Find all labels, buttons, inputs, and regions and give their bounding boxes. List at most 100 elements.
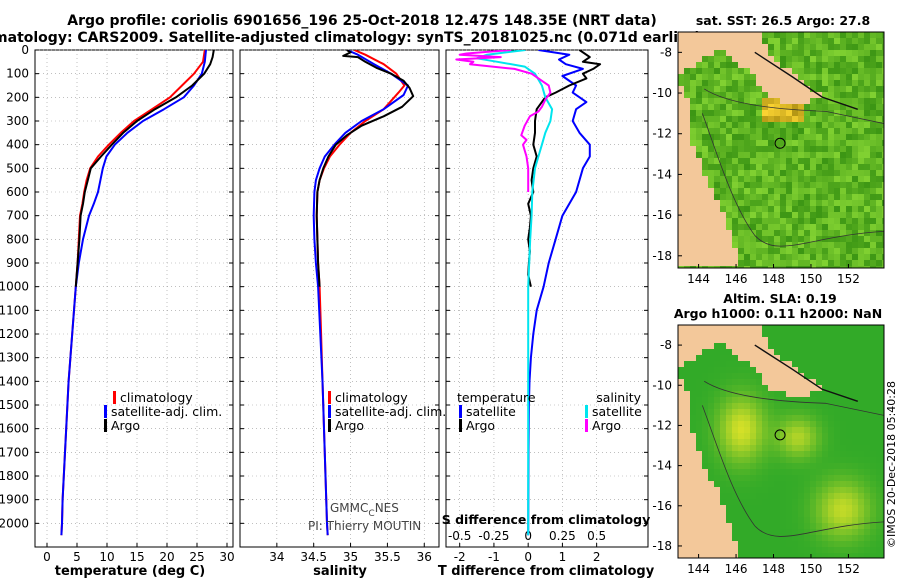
- map-cell: [798, 32, 804, 38]
- bathy-contour: [704, 380, 884, 416]
- map-cell: [828, 98, 834, 104]
- map-cell: [804, 74, 810, 80]
- map-cell: [732, 499, 738, 505]
- map-cell: [828, 170, 834, 176]
- map-y-tick-label: -12: [652, 418, 672, 432]
- map-cell: [756, 385, 762, 391]
- map-cell: [798, 547, 804, 553]
- map-cell: [846, 146, 852, 152]
- map-cell: [738, 415, 744, 421]
- map-cell: [726, 218, 732, 224]
- map-cell: [804, 541, 810, 547]
- map-cell: [780, 433, 786, 439]
- map-cell: [852, 206, 858, 212]
- series-line: [527, 50, 602, 287]
- map-cell: [732, 110, 738, 116]
- imos-stamp: ©IMOS 20-Dec-2018 05:40:28: [885, 381, 898, 548]
- map-cell: [744, 176, 750, 182]
- map-cell: [738, 433, 744, 439]
- map-cell: [810, 158, 816, 164]
- map-cell: [738, 170, 744, 176]
- map-cell: [732, 355, 738, 361]
- map-cell: [882, 349, 884, 355]
- top-tick-label: 0.25: [549, 529, 576, 543]
- map-cell: [834, 38, 840, 44]
- map-cell: [780, 523, 786, 529]
- map-cell: [804, 499, 810, 505]
- map-cell: [732, 505, 738, 511]
- map-cell: [720, 415, 726, 421]
- map-cell: [882, 421, 884, 427]
- map-frame: [677, 31, 885, 269]
- map-cell: [690, 98, 696, 104]
- map-cell: [810, 463, 816, 469]
- map-cell: [756, 200, 762, 206]
- map-cell: [720, 403, 726, 409]
- difference-legend: temperature satellite Argo salinity sate…: [457, 390, 642, 433]
- map-cell: [810, 469, 816, 475]
- map-cell: [744, 361, 750, 367]
- legend-swatch-sat: [104, 405, 107, 418]
- map-cell: [840, 242, 846, 248]
- map-cell: [762, 463, 768, 469]
- map-cell: [822, 367, 828, 373]
- map-cell: [786, 547, 792, 553]
- map-cell: [702, 140, 708, 146]
- map-cell: [828, 367, 834, 373]
- map-cell: [792, 248, 798, 254]
- map-cell: [864, 427, 870, 433]
- map-cell: [780, 248, 786, 254]
- map-cell: [852, 325, 858, 331]
- bathy-contour: [704, 88, 884, 124]
- map-cell: [792, 331, 798, 337]
- map-cell: [768, 553, 774, 558]
- map-cell: [762, 176, 768, 182]
- map-cell: [876, 433, 882, 439]
- map-cell: [822, 230, 828, 236]
- map-cell: [804, 146, 810, 152]
- map-cell: [756, 451, 762, 457]
- map-cell: [876, 547, 882, 553]
- map-cell: [822, 451, 828, 457]
- map-cell: [828, 505, 834, 511]
- map-cell: [780, 56, 786, 62]
- map-cell: [756, 415, 762, 421]
- map-cell: [840, 86, 846, 92]
- map-cell: [780, 481, 786, 487]
- map-cell: [738, 128, 744, 134]
- map-cell: [864, 50, 870, 56]
- map-cell: [768, 469, 774, 475]
- map-cell: [804, 254, 810, 260]
- map-cell: [750, 367, 756, 373]
- x-tick-label: 30: [219, 550, 234, 564]
- map-cell: [738, 493, 744, 499]
- map-cell: [846, 44, 852, 50]
- map-cell: [738, 463, 744, 469]
- map-cell: [822, 385, 828, 391]
- map-cell: [696, 74, 702, 80]
- map-cell: [822, 32, 828, 38]
- map-cell: [882, 260, 884, 266]
- map-cell: [768, 547, 774, 553]
- map-cell: [828, 493, 834, 499]
- map-cell: [708, 80, 714, 86]
- map-cell: [756, 158, 762, 164]
- map-cell: [756, 493, 762, 499]
- map-cell: [804, 164, 810, 170]
- map-cell: [714, 349, 720, 355]
- x-tick-label: 0: [524, 550, 532, 564]
- map-cell: [816, 337, 822, 343]
- map-cell: [714, 170, 720, 176]
- map-cell: [834, 499, 840, 505]
- map-cell: [870, 152, 876, 158]
- map-cell: [756, 379, 762, 385]
- map-cell: [864, 152, 870, 158]
- map-cell: [876, 451, 882, 457]
- map-cell: [732, 385, 738, 391]
- map-cell: [876, 385, 882, 391]
- map-cell: [876, 481, 882, 487]
- map-cell: [768, 463, 774, 469]
- map-cell: [858, 74, 864, 80]
- map-cell: [870, 170, 876, 176]
- map-cell: [744, 200, 750, 206]
